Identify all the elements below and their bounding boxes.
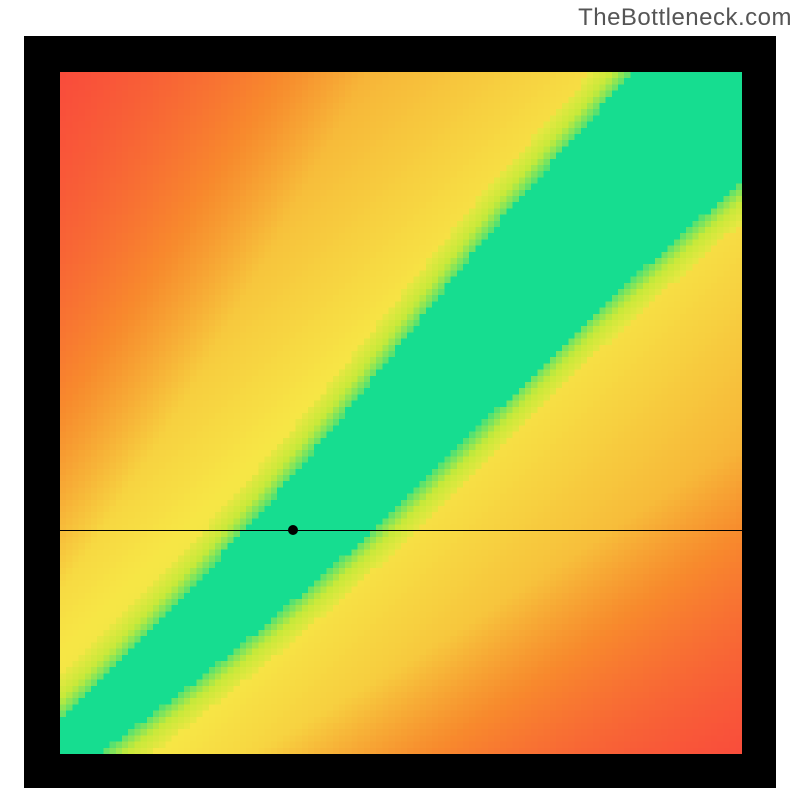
heatmap-plot — [60, 72, 742, 754]
selected-point-marker — [288, 525, 298, 535]
heatmap-canvas — [60, 72, 742, 754]
crosshair-horizontal — [60, 530, 742, 531]
root: TheBottleneck.com — [0, 0, 800, 800]
watermark-text: TheBottleneck.com — [578, 4, 792, 32]
